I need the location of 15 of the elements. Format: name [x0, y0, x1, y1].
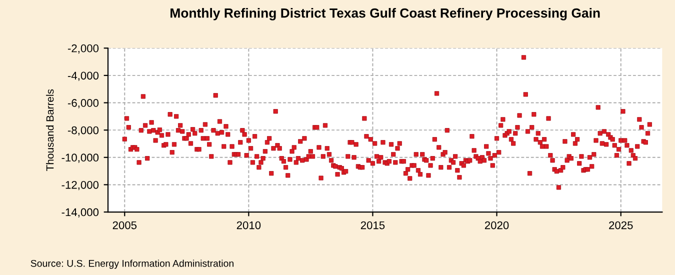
x-tick-label: 2015 [360, 221, 385, 230]
source-note: Source: U.S. Energy Information Administration [30, 260, 234, 269]
y-axis-title: Thousand Barrels [46, 89, 54, 171]
x-tick-label: 2020 [484, 221, 509, 230]
y-tick-label: -8,000 [68, 126, 99, 136]
y-tick-label: -4,000 [68, 72, 99, 81]
x-tick-label: 2005 [112, 221, 137, 230]
x-tick-label: 2025 [609, 221, 633, 230]
y-tick-label: -14,000 [62, 208, 99, 218]
x-tick-label: 2010 [236, 221, 261, 230]
y-tick-label: -6,000 [68, 99, 99, 108]
chart-title: Monthly Refining District Texas Gulf Coast Refinery Processing Gain [170, 8, 600, 20]
y-tick-label: -10,000 [62, 154, 99, 163]
y-tick-label: -2,000 [68, 44, 99, 54]
y-tick-label: -12,000 [62, 180, 99, 190]
